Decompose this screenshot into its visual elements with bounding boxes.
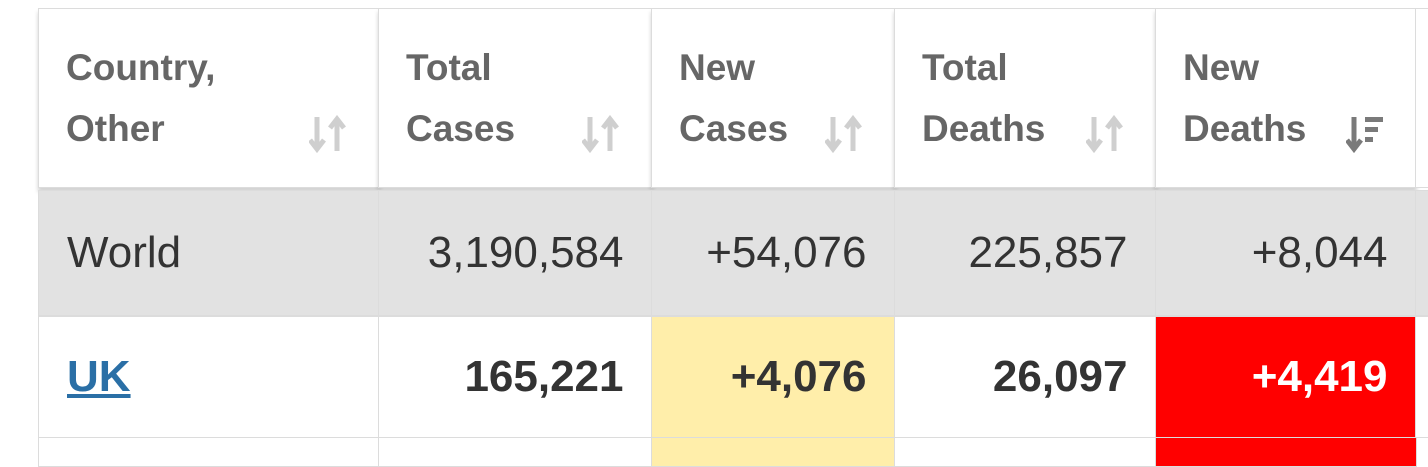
column-header[interactable]: Total Cases bbox=[378, 8, 653, 188]
table-cell: 3,190,584 bbox=[378, 190, 653, 316]
table-cell: UK bbox=[38, 316, 380, 438]
table-cell: +8,044 bbox=[1155, 190, 1417, 316]
cell-value: 165,221 bbox=[464, 352, 624, 401]
sort-icon[interactable] bbox=[582, 115, 622, 155]
table-cell: +54,076 bbox=[651, 190, 896, 316]
sort-icon[interactable] bbox=[309, 115, 349, 155]
table-cell bbox=[38, 437, 380, 467]
sort-icon[interactable] bbox=[825, 115, 865, 155]
column-header[interactable]: New Deaths bbox=[1155, 8, 1417, 188]
country-link[interactable]: UK bbox=[67, 352, 131, 401]
header-text: Total Deaths bbox=[922, 47, 1046, 149]
table-cell: 165,221 bbox=[378, 316, 653, 438]
cell-value: 3,190,584 bbox=[427, 228, 624, 277]
column-header[interactable]: Country, Other bbox=[38, 8, 380, 188]
table-cell: World bbox=[38, 190, 380, 316]
table-cell bbox=[1155, 437, 1417, 467]
column-header[interactable]: New Cases bbox=[651, 8, 896, 188]
table-cell: +4,419 bbox=[1155, 316, 1417, 438]
table-cell: +4,076 bbox=[651, 316, 896, 438]
cell-value: 26,097 bbox=[992, 352, 1128, 401]
column-header[interactable]: Total Deaths bbox=[894, 8, 1157, 188]
table-cell: 225,857 bbox=[894, 190, 1157, 316]
table-cell bbox=[1415, 316, 1428, 438]
page: Country, Other Total Cases New Cases Total … bbox=[38, 8, 1428, 467]
sort-icon[interactable] bbox=[1086, 115, 1126, 155]
cell-value: +8,044 bbox=[1251, 228, 1388, 277]
cell-value: 225,857 bbox=[968, 228, 1128, 277]
table-cell bbox=[1415, 190, 1428, 316]
cell-value: +4,076 bbox=[730, 352, 867, 401]
header-text: Country, Other bbox=[66, 47, 216, 149]
table-cell bbox=[378, 437, 653, 467]
header-text: New Deaths bbox=[1183, 47, 1307, 149]
table-cell: 26,097 bbox=[894, 316, 1157, 438]
table-cell bbox=[651, 437, 896, 467]
header-text: Total Cases bbox=[406, 47, 516, 149]
cell-value: +4,419 bbox=[1251, 352, 1388, 401]
header-text: New Cases bbox=[679, 47, 789, 149]
row-label: World bbox=[67, 228, 182, 277]
cell-value: +54,076 bbox=[706, 228, 867, 277]
table-cell bbox=[894, 437, 1157, 467]
column-header bbox=[1415, 8, 1428, 188]
sort-icon[interactable] bbox=[1346, 115, 1386, 155]
